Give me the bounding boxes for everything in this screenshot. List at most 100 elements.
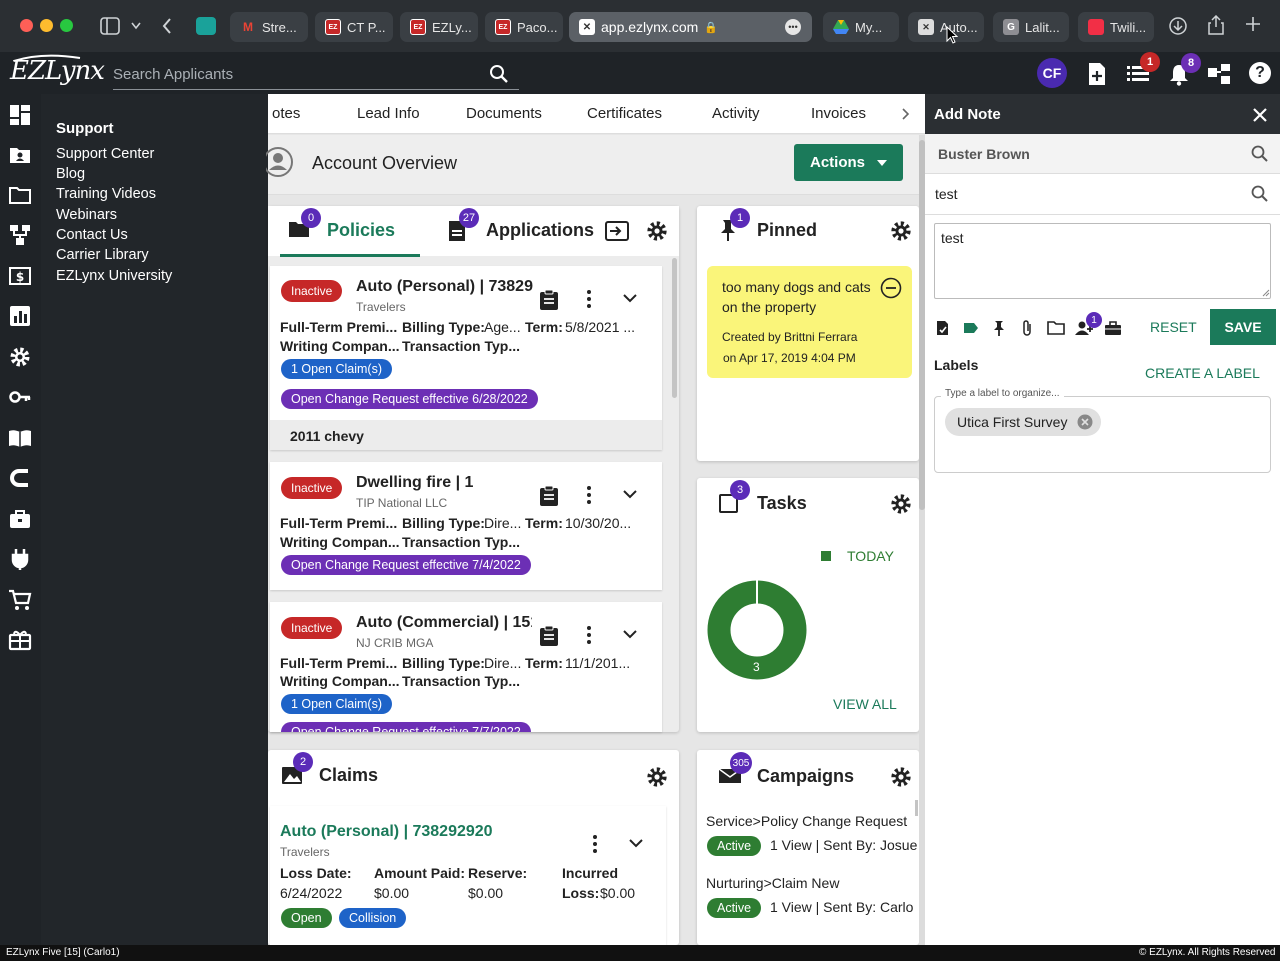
- create-label-button[interactable]: CREATE A LABEL: [1145, 365, 1260, 381]
- browser-tab-active[interactable]: ✕ app.ezlynx.com 🔒 •••: [569, 12, 812, 42]
- support-center-link[interactable]: Support Center: [56, 146, 155, 162]
- book-open-icon[interactable]: [8, 426, 32, 450]
- main-scrollbar-thumb[interactable]: [919, 140, 925, 510]
- label-chip[interactable]: Utica First Survey: [945, 408, 1102, 436]
- close-icon[interactable]: [1252, 107, 1268, 123]
- browser-tab[interactable]: My...: [823, 12, 899, 42]
- browser-tab[interactable]: M Stre...: [230, 12, 308, 42]
- resize-handle-icon[interactable]: [1262, 289, 1270, 297]
- more-vert-icon[interactable]: [587, 486, 591, 504]
- tab-lead-info[interactable]: Lead Info: [357, 105, 420, 122]
- close-tab-icon[interactable]: ✕: [918, 19, 934, 35]
- remove-chip-icon[interactable]: [1077, 414, 1093, 430]
- folder-icon[interactable]: [8, 183, 32, 207]
- policies-settings-gear-icon[interactable]: [646, 220, 668, 242]
- clipboard-icon[interactable]: [539, 289, 559, 311]
- add-document-icon[interactable]: [1087, 62, 1107, 86]
- tab-documents[interactable]: Documents: [466, 105, 542, 122]
- campaigns-scrollbar[interactable]: [915, 800, 918, 816]
- main-scrollbar[interactable]: [919, 135, 925, 945]
- help-icon[interactable]: ?: [1249, 62, 1271, 84]
- share-icon[interactable]: [1208, 15, 1224, 35]
- chevron-right-icon[interactable]: [902, 108, 910, 120]
- browser-tab[interactable]: EZ Paco...: [485, 12, 563, 42]
- zoom-window-button[interactable]: [60, 19, 73, 32]
- dashboard-icon[interactable]: [8, 103, 32, 127]
- blog-link[interactable]: Blog: [56, 166, 86, 182]
- folder-icon[interactable]: [1047, 321, 1065, 335]
- close-window-button[interactable]: [20, 19, 33, 32]
- more-vert-icon[interactable]: [587, 290, 591, 308]
- actions-button[interactable]: Actions: [794, 144, 903, 181]
- ezlynx-university-link[interactable]: EZLynx University: [56, 268, 173, 284]
- sidebar-toggle-icon[interactable]: [100, 17, 120, 35]
- carrier-library-link[interactable]: Carrier Library: [56, 247, 149, 263]
- claims-settings-gear-icon[interactable]: [646, 766, 668, 788]
- chevron-down-icon[interactable]: [131, 22, 141, 30]
- billing-icon[interactable]: $: [8, 264, 32, 288]
- tab-certificates[interactable]: Certificates: [587, 105, 663, 122]
- tab-activity[interactable]: Activity: [712, 105, 760, 122]
- search-icon[interactable]: [1251, 185, 1269, 203]
- campaigns-settings-gear-icon[interactable]: [890, 766, 912, 788]
- settings-gear-icon[interactable]: [8, 345, 32, 369]
- close-tab-icon[interactable]: ✕: [579, 19, 595, 35]
- policy-title[interactable]: Dwelling fire | 1: [356, 474, 474, 491]
- browser-tab[interactable]: G Lalit...: [993, 12, 1069, 42]
- search-input[interactable]: [113, 62, 473, 86]
- reset-button[interactable]: RESET: [1150, 319, 1197, 335]
- chevron-down-icon[interactable]: [623, 490, 637, 499]
- subject-input[interactable]: test: [935, 186, 958, 202]
- save-button[interactable]: SAVE: [1210, 309, 1276, 345]
- tab-policies[interactable]: Policies: [327, 220, 396, 240]
- clipboard-icon[interactable]: [539, 625, 559, 647]
- chevron-down-icon[interactable]: [629, 839, 643, 848]
- change-request-badge[interactable]: Open Change Request effective 7/7/2022: [281, 722, 531, 732]
- magnet-icon[interactable]: [8, 466, 32, 490]
- tab-invoices[interactable]: Invoices: [811, 105, 867, 122]
- tasks-settings-gear-icon[interactable]: [890, 493, 912, 515]
- pinned-settings-gear-icon[interactable]: [890, 220, 912, 242]
- campaign-name[interactable]: Service>Policy Change Request: [706, 813, 908, 829]
- claim-title-link[interactable]: Auto (Personal) | 738292920: [280, 823, 493, 840]
- download-icon[interactable]: [1169, 17, 1187, 35]
- contact-field[interactable]: Buster Brown: [938, 146, 1030, 162]
- user-avatar[interactable]: CF: [1037, 58, 1067, 88]
- briefcase-icon[interactable]: [1104, 320, 1122, 336]
- back-arrow-icon[interactable]: [162, 18, 172, 34]
- more-icon[interactable]: •••: [785, 19, 801, 35]
- chevron-down-icon[interactable]: [623, 294, 637, 303]
- search-icon[interactable]: [489, 64, 509, 84]
- contact-us-link[interactable]: Contact Us: [56, 227, 128, 243]
- change-request-badge[interactable]: Open Change Request effective 6/28/2022: [281, 389, 538, 409]
- browser-tab[interactable]: Twili...: [1078, 12, 1154, 42]
- browser-tab[interactable]: EZ CT P...: [315, 12, 393, 42]
- search-icon[interactable]: [1251, 145, 1269, 163]
- more-vert-icon[interactable]: [587, 626, 591, 644]
- note-template-icon[interactable]: [936, 320, 949, 336]
- policy-title[interactable]: Auto (Personal) | 73829: [356, 278, 533, 295]
- reports-icon[interactable]: [8, 304, 32, 328]
- tab-applications[interactable]: Applications: [486, 220, 595, 240]
- clipboard-icon[interactable]: [539, 485, 559, 507]
- minimize-window-button[interactable]: [40, 19, 53, 32]
- change-request-badge[interactable]: Open Change Request effective 7/4/2022: [281, 555, 531, 575]
- policies-scrollbar[interactable]: [672, 258, 677, 398]
- training-videos-link[interactable]: Training Videos: [56, 186, 156, 202]
- export-icon[interactable]: [605, 221, 629, 241]
- label-tag-icon[interactable]: [963, 322, 979, 334]
- open-claims-badge[interactable]: 1 Open Claim(s): [281, 694, 392, 714]
- note-body-textarea[interactable]: [934, 223, 1271, 299]
- hierarchy-icon[interactable]: [1208, 64, 1232, 84]
- gift-card-icon[interactable]: [8, 628, 32, 652]
- webinars-link[interactable]: Webinars: [56, 207, 117, 223]
- extension-icon[interactable]: [196, 17, 216, 35]
- new-tab-icon[interactable]: [1245, 16, 1261, 32]
- task-list-icon[interactable]: [1127, 66, 1149, 82]
- pinned-note[interactable]: [707, 266, 912, 378]
- unpin-minus-icon[interactable]: [880, 277, 902, 299]
- campaign-name[interactable]: Nurturing>Claim New: [706, 875, 840, 891]
- plug-icon[interactable]: [8, 547, 32, 571]
- label-input-box[interactable]: [934, 396, 1271, 473]
- briefcase-icon[interactable]: [8, 507, 32, 531]
